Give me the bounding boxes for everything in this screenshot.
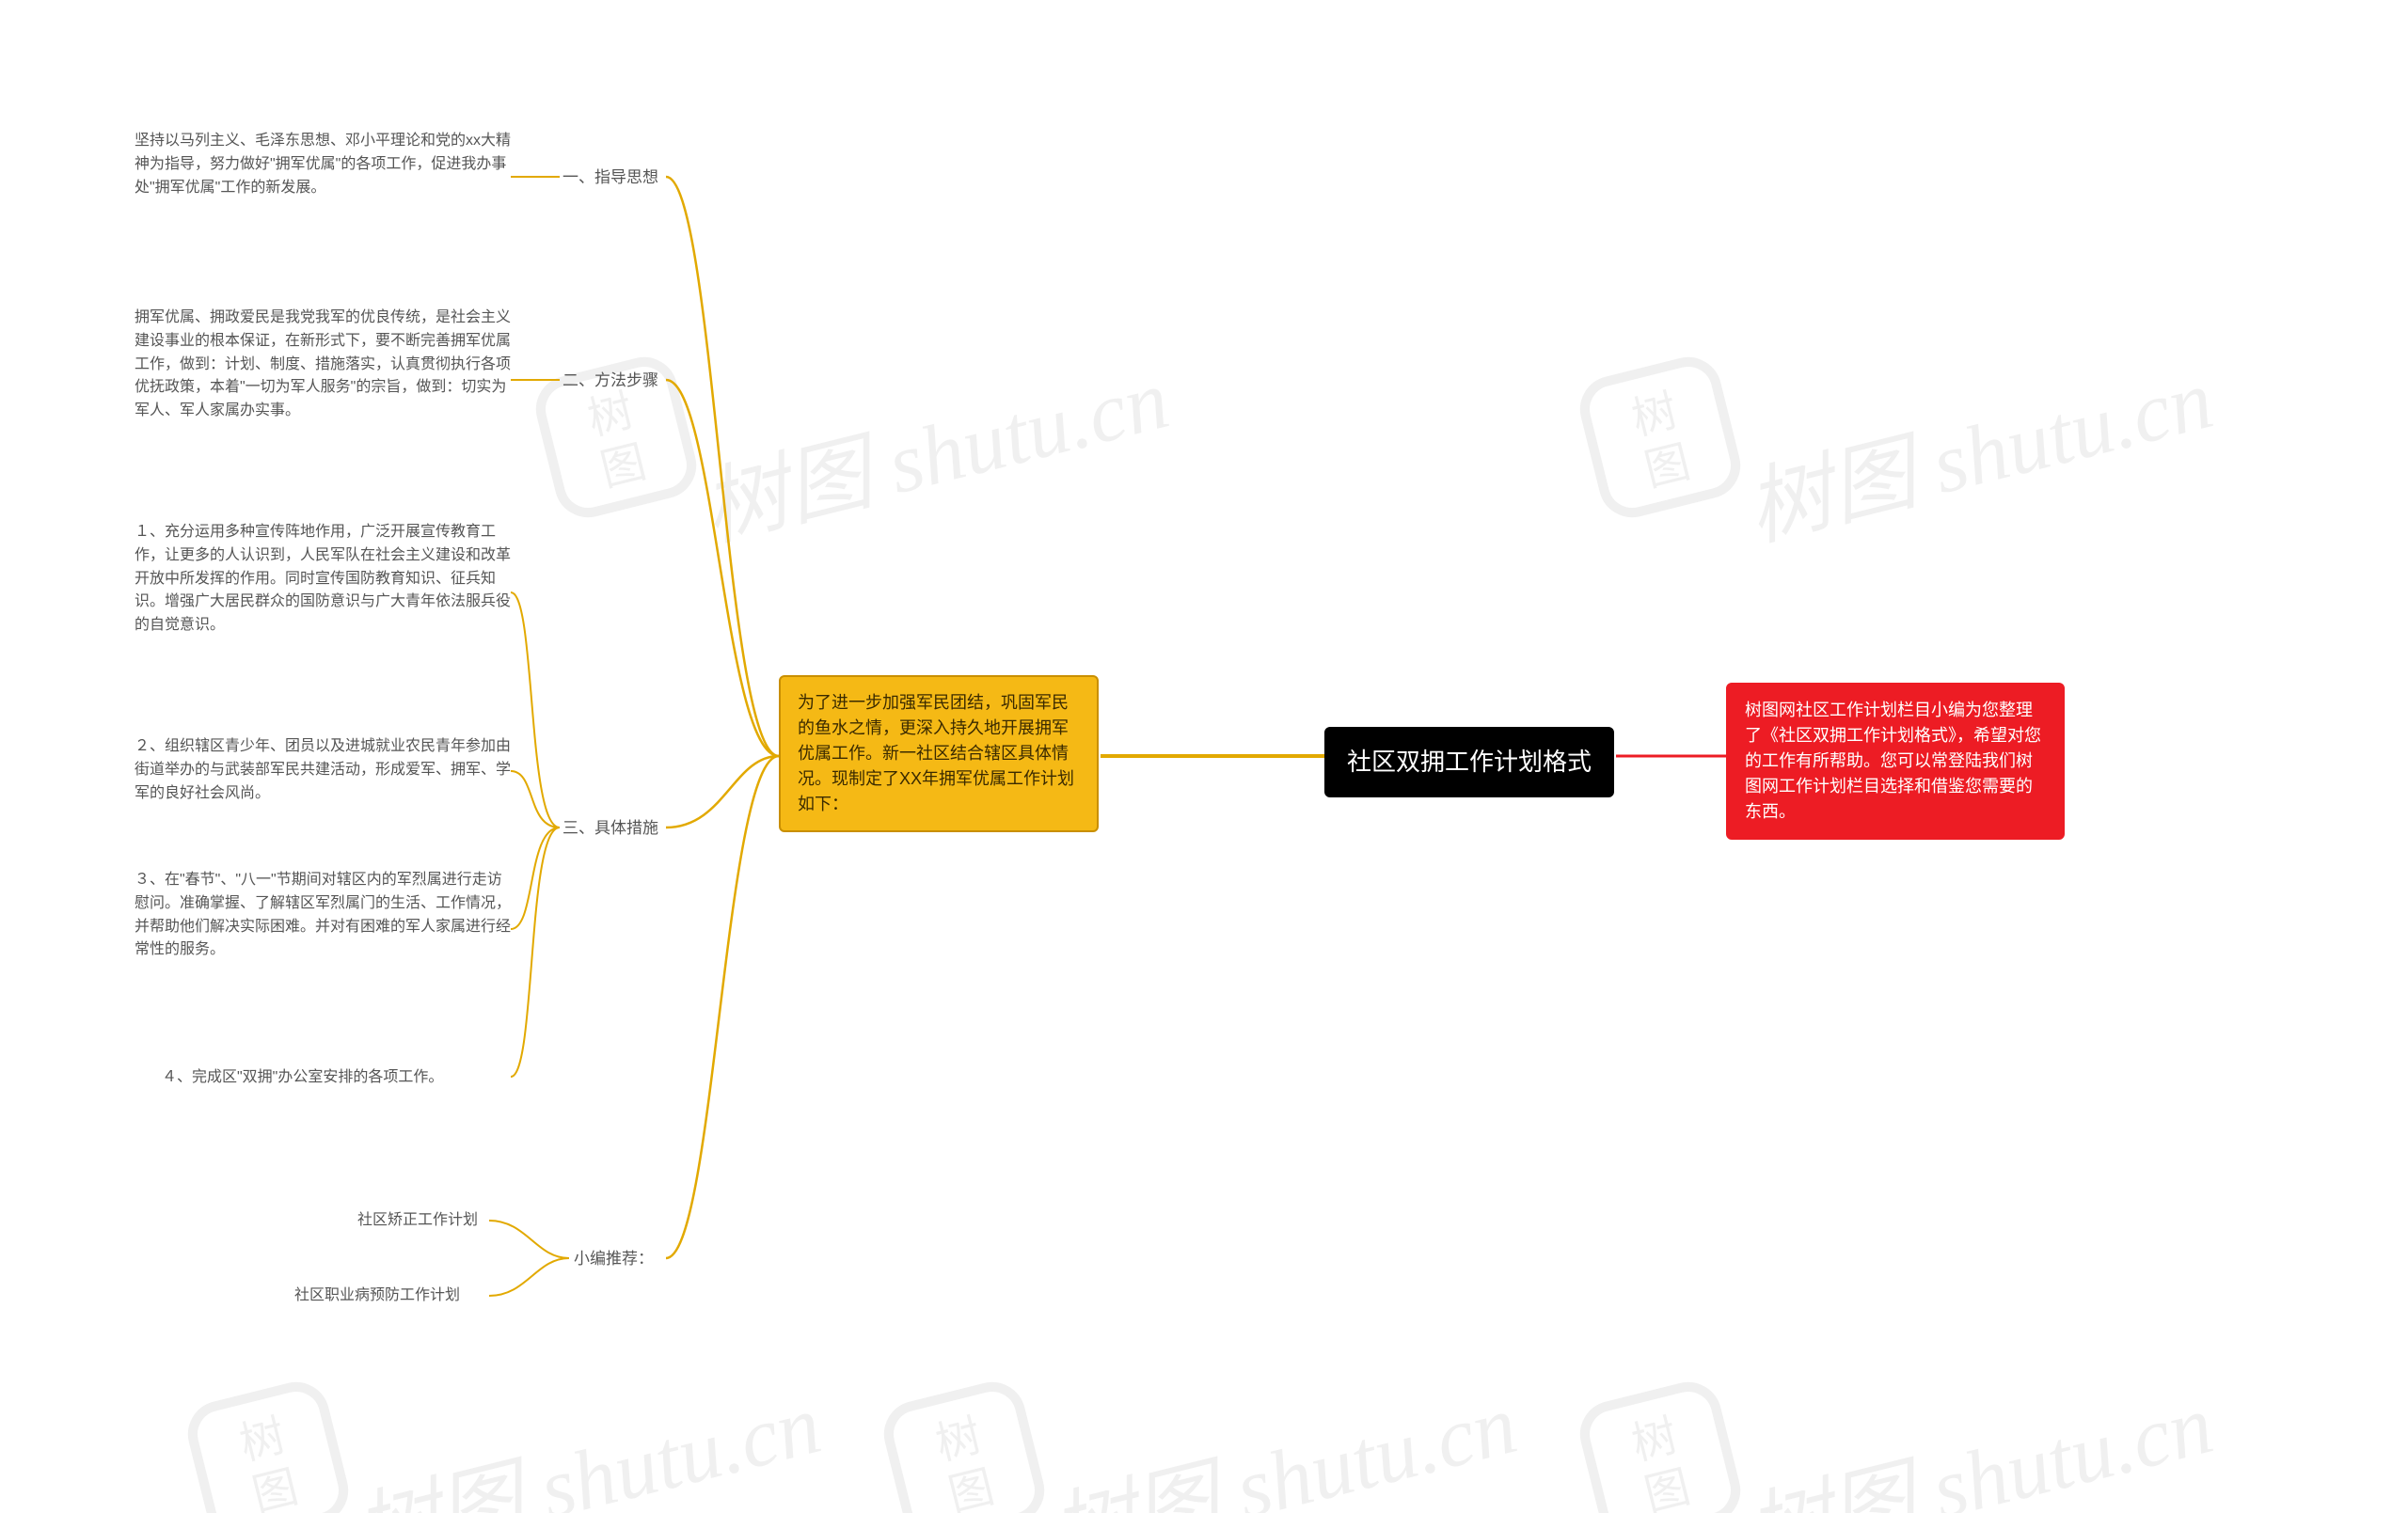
svg-text:树: 树 — [1627, 386, 1683, 445]
leaf-text: ４、完成区"双拥"办公室安排的各项工作。 — [162, 1069, 443, 1085]
mindmap-root[interactable]: 社区双拥工作计划格式 — [1324, 727, 1614, 797]
branch-text: 小编推荐： — [574, 1250, 654, 1268]
svg-text:树: 树 — [1627, 1411, 1683, 1470]
svg-text:树: 树 — [235, 1411, 291, 1470]
leaf-text: 拥军优属、拥政爱民是我党我军的优良传统，是社会主义建设事业的根本保证，在新形式下… — [135, 309, 511, 418]
watermark-stamp: 树图 — [1563, 1365, 1757, 1513]
watermark-text: 树图 shutu.cn — [1733, 1355, 2223, 1513]
branch-label[interactable]: 小编推荐： — [574, 1247, 654, 1271]
leaf-text: １、充分运用多种宣传阵地作用，广泛开展宣传教育工作，让更多的人认识到，人民军队在… — [135, 524, 511, 633]
watermark-stamp: 树图 — [867, 1365, 1061, 1513]
branch-text: 二、方法步骤 — [562, 371, 658, 389]
svg-text:树: 树 — [931, 1411, 987, 1470]
leaf-node[interactable]: １、充分运用多种宣传阵地作用，广泛开展宣传教育工作，让更多的人认识到，人民军队在… — [135, 521, 511, 638]
description-box[interactable]: 树图网社区工作计划栏目小编为您整理了《社区双拥工作计划格式》，希望对您的工作有所… — [1726, 683, 2065, 840]
watermark-text: 树图 shutu.cn — [341, 1355, 831, 1513]
leaf-node[interactable]: ２、组织辖区青少年、团员以及进城就业农民青年参加由街道举办的与武装部军民共建活动… — [135, 735, 511, 805]
root-label: 社区双拥工作计划格式 — [1347, 748, 1592, 776]
leaf-node[interactable]: 拥军优属、拥政爱民是我党我军的优良传统，是社会主义建设事业的根本保证，在新形式下… — [135, 307, 511, 423]
svg-text:图: 图 — [595, 438, 651, 496]
leaf-node[interactable]: ４、完成区"双拥"办公室安排的各项工作。 — [162, 1066, 443, 1090]
leaf-node[interactable]: 坚持以马列主义、毛泽东思想、邓小平理论和党的xx大精神为指导，努力做好"拥军优属… — [135, 130, 511, 199]
branch-text: 三、具体措施 — [562, 819, 658, 837]
leaf-text: ２、组织辖区青少年、团员以及进城就业农民青年参加由街道举办的与武装部军民共建活动… — [135, 738, 511, 801]
branch-text: 一、指导思想 — [562, 168, 658, 186]
watermark-stamp: 树图 — [171, 1365, 365, 1513]
watermark-text: 树图 shutu.cn — [1037, 1355, 1527, 1513]
watermark-stamp: 树图 — [1563, 340, 1757, 534]
intro-box[interactable]: 为了进一步加强军民团结，巩固军民的鱼水之情，更深入持久地开展拥军优属工作。新一社… — [779, 675, 1099, 832]
leaf-text: 坚持以马列主义、毛泽东思想、邓小平理论和党的xx大精神为指导，努力做好"拥军优属… — [135, 133, 511, 196]
watermark-text: 树图 shutu.cn — [1733, 330, 2223, 563]
svg-text:树: 树 — [583, 386, 639, 445]
description-text: 树图网社区工作计划栏目小编为您整理了《社区双拥工作计划格式》，希望对您的工作有所… — [1745, 701, 2041, 821]
svg-text:图: 图 — [1640, 1463, 1695, 1513]
leaf-text: 社区矫正工作计划 — [357, 1212, 478, 1228]
svg-text:图: 图 — [943, 1463, 999, 1513]
intro-text: 为了进一步加强军民团结，巩固军民的鱼水之情，更深入持久地开展拥军优属工作。新一社… — [798, 693, 1074, 813]
leaf-node[interactable]: 社区职业病预防工作计划 — [294, 1284, 460, 1308]
branch-label[interactable]: 二、方法步骤 — [562, 369, 658, 393]
leaf-text: 社区职业病预防工作计划 — [294, 1287, 460, 1303]
leaf-text: ３、在"春节"、"八一"节期间对辖区内的军烈属进行走访慰问。准确掌握、了解辖区军… — [135, 872, 511, 957]
branch-label[interactable]: 一、指导思想 — [562, 165, 658, 190]
leaf-node[interactable]: 社区矫正工作计划 — [357, 1209, 478, 1233]
svg-text:图: 图 — [247, 1463, 303, 1513]
leaf-node[interactable]: ３、在"春节"、"八一"节期间对辖区内的军烈属进行走访慰问。准确掌握、了解辖区军… — [135, 869, 511, 962]
svg-text:图: 图 — [1640, 438, 1695, 496]
branch-label[interactable]: 三、具体措施 — [562, 816, 658, 841]
watermark-text: 树图 shutu.cn — [689, 330, 1179, 563]
